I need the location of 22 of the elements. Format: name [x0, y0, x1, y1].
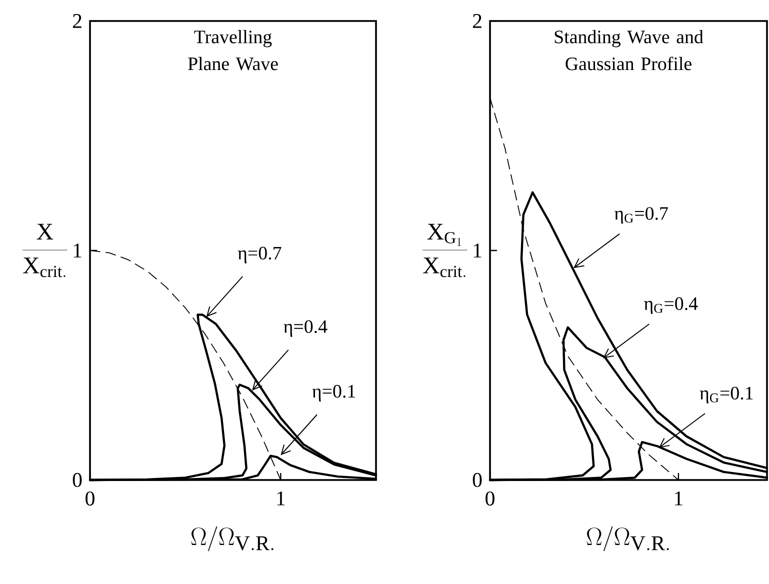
- y-tick-label: 2: [472, 14, 482, 28]
- text: Standing Wave and Gaussian Profile: [554, 30, 704, 70]
- annotation: η$_{G}$=0.1: [700, 386, 753, 404]
- y-tick-label: 0: [472, 472, 482, 488]
- y-axis-title: $\frac{\mathrm{X}}{\mathrm{X}_{\mathrm{crit.}}}$: [22, 224, 68, 278]
- y-tick-label: 1: [474, 244, 482, 258]
- y-tick-label: 2: [72, 14, 82, 28]
- annotation: η=0.4: [284, 320, 328, 337]
- annotation: η=0.7: [238, 246, 282, 264]
- annotation: η$_{G}$=0.7: [614, 207, 668, 224]
- x-tick-label: 1: [277, 491, 285, 506]
- y-tick-label: 0: [72, 472, 82, 488]
- x-axis-title: $\Omega/\Omega_{\mathrm{V.R.}}$: [586, 526, 669, 552]
- y-tick-label: 1: [74, 244, 82, 258]
- x-tick-label: 0: [486, 491, 494, 506]
- annotation: η=0.1: [312, 384, 356, 402]
- x-tick-label: 1: [675, 491, 682, 506]
- x-tick-label: 0: [86, 491, 94, 506]
- x-axis-title: $\Omega/\Omega_{\mathrm{V.R.}}$: [191, 526, 274, 552]
- y-axis-title: $\frac{\mathrm{X}_{\mathrm{G}_1}}{\mathrm{X}_{\mathrm{crit.}}}$: [422, 224, 468, 278]
- annotation: η$_{G}$=0.4: [644, 297, 698, 314]
- text: Travelling Plane Wave: [188, 30, 278, 70]
